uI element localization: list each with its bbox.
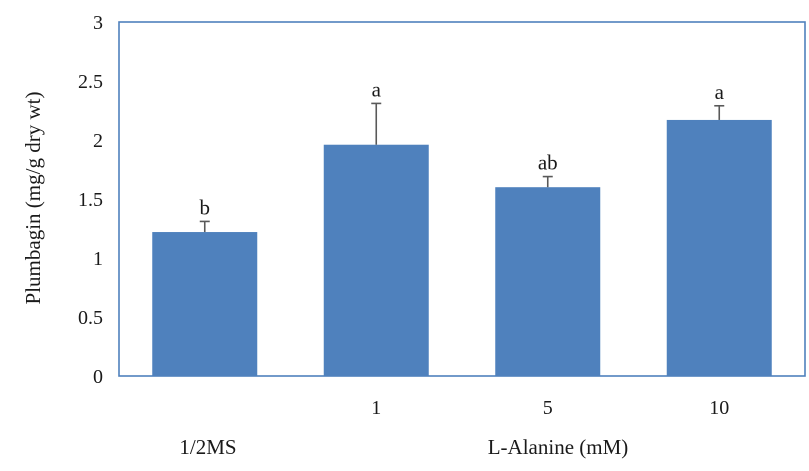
plot-frame xyxy=(118,21,806,377)
y-tick-label: 1 xyxy=(93,248,103,270)
significance-label: ab xyxy=(538,151,558,175)
y-tick-label: 0 xyxy=(93,366,103,388)
y-tick-label: 0.5 xyxy=(78,307,103,329)
y-tick-label: 2 xyxy=(93,130,103,152)
bar xyxy=(323,144,429,376)
x-tick-label: 10 xyxy=(709,397,729,419)
significance-labels: b a ab a xyxy=(200,77,725,219)
x-tick-label: 5 xyxy=(543,397,553,419)
significance-label: a xyxy=(372,77,382,101)
y-axis-title: Plumbagin (mg/g dry wt) xyxy=(21,92,45,305)
y-tick-label: 1.5 xyxy=(78,189,103,211)
control-group-label: 1/2MS xyxy=(179,435,236,459)
bars-group xyxy=(152,119,772,376)
bar xyxy=(152,232,258,376)
x-axis-title: L-Alanine (mM) xyxy=(488,435,629,459)
y-tick-labels: 0 0.5 1 1.5 2 2.5 3 xyxy=(78,12,103,388)
bar xyxy=(666,119,772,376)
x-tick-labels: 1 5 10 xyxy=(371,397,729,419)
significance-label: b xyxy=(200,195,211,219)
plot-frame-group xyxy=(118,21,806,377)
y-tick-label: 3 xyxy=(93,12,103,34)
x-tick-label: 1 xyxy=(371,397,381,419)
error-bars-group xyxy=(199,102,725,233)
y-tick-label: 2.5 xyxy=(78,71,103,93)
significance-label: a xyxy=(715,80,725,104)
bar xyxy=(495,187,601,376)
